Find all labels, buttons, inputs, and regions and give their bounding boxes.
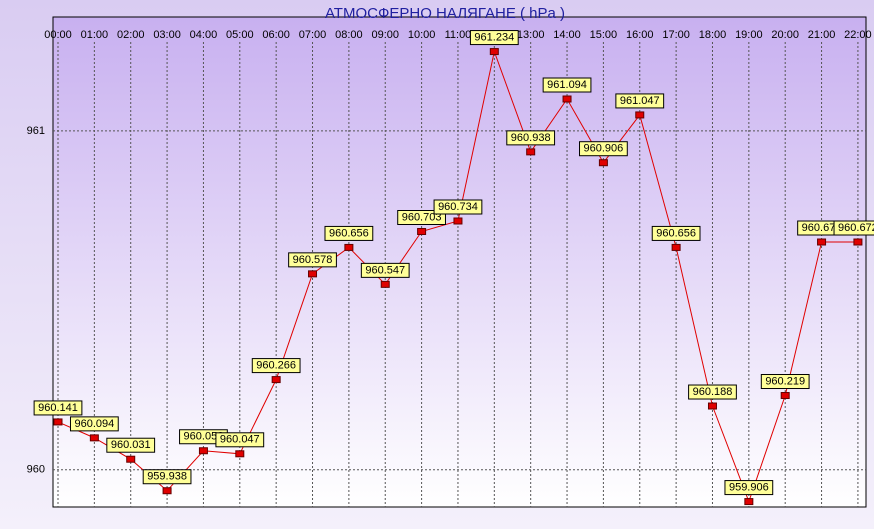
marker [53, 418, 63, 426]
marker [344, 243, 354, 251]
data-label: 960.734 [438, 201, 478, 213]
x-tick-label: 02:00 [117, 29, 145, 41]
data-label: 960.578 [293, 254, 333, 266]
x-tick-label: 22:00 [844, 29, 872, 41]
marker [707, 402, 717, 410]
x-tick-label: 08:00 [335, 29, 363, 41]
data-label: 960.656 [656, 227, 696, 239]
data-label: 960.672 [802, 222, 842, 234]
x-tick-label: 16:00 [626, 29, 654, 41]
data-label-box [688, 384, 737, 400]
marker [162, 487, 172, 495]
data-label-box [724, 480, 774, 496]
data-label: 959.938 [147, 471, 187, 483]
data-label: 960.056 [184, 431, 224, 443]
marker [89, 434, 99, 442]
marker [198, 447, 208, 455]
data-label-box [288, 252, 337, 268]
x-tick-label: 20:00 [771, 29, 799, 41]
data-label-box [615, 93, 665, 109]
x-tick-label: 00:00 [44, 29, 72, 41]
marker [853, 238, 863, 246]
x-tick-label: 21:00 [808, 29, 836, 41]
data-label: 960.266 [256, 359, 296, 371]
x-tick-label: 14:00 [553, 29, 581, 41]
data-label: 960.094 [74, 418, 114, 430]
marker [126, 455, 136, 463]
marker [744, 498, 754, 506]
x-tick-label: 01:00 [81, 29, 109, 41]
data-label-box [251, 358, 301, 374]
x-tick-label: 03:00 [153, 29, 181, 41]
marker [671, 243, 681, 251]
data-label-box [69, 416, 119, 432]
data-label-box [215, 432, 265, 448]
x-tick-label: 10:00 [408, 29, 436, 41]
data-label: 959.906 [729, 481, 769, 493]
x-tick-label: 17:00 [662, 29, 690, 41]
x-tick-label: 04:00 [190, 29, 218, 41]
x-tick-label: 09:00 [371, 29, 399, 41]
marker [635, 111, 645, 119]
data-label-box [833, 220, 874, 236]
data-label: 960.547 [365, 264, 405, 276]
data-label: 960.672 [838, 222, 874, 234]
marker [598, 159, 608, 167]
data-label-box [760, 374, 810, 390]
y-tick-label: 961 [27, 125, 45, 137]
data-label: 960.188 [693, 386, 733, 398]
data-label-box [433, 199, 483, 215]
data-label-box [397, 210, 446, 226]
marker [562, 95, 572, 103]
marker [526, 148, 536, 156]
x-tick-label: 07:00 [299, 29, 327, 41]
data-label-box [579, 141, 628, 157]
data-label: 961.094 [547, 79, 587, 91]
data-label: 960.031 [111, 439, 151, 451]
marker [489, 48, 499, 56]
data-label-box [33, 400, 83, 416]
data-label: 961.234 [474, 31, 514, 43]
data-label-box [142, 469, 192, 485]
data-label-box [542, 77, 592, 93]
y-tick-label: 960 [27, 464, 45, 476]
data-label: 960.703 [402, 211, 442, 223]
marker [817, 238, 827, 246]
marker [453, 217, 463, 225]
marker [780, 392, 790, 400]
data-label-box [469, 30, 519, 46]
x-tick-label: 15:00 [590, 29, 618, 41]
x-tick-label: 06:00 [262, 29, 290, 41]
chart-title: АТМОСФЕРНО НАЛЯГАНЕ ( hPa ) [325, 5, 565, 22]
data-label: 960.141 [38, 402, 78, 414]
data-label-box [651, 225, 701, 241]
x-tick-label: 13:00 [517, 29, 545, 41]
x-tick-label: 18:00 [699, 29, 727, 41]
x-tick-label: 19:00 [735, 29, 763, 41]
data-label-box [506, 130, 556, 146]
data-label: 960.047 [220, 434, 260, 446]
marker [380, 280, 390, 288]
marker [235, 450, 245, 458]
data-label: 960.656 [329, 227, 369, 239]
data-label-box [324, 225, 374, 241]
data-label: 960.906 [584, 143, 624, 155]
data-label: 961.047 [620, 95, 660, 107]
x-tick-label: 11:00 [445, 29, 472, 41]
marker [271, 376, 281, 384]
marker [308, 270, 318, 278]
data-label-box [360, 262, 410, 278]
x-tick-label: 05:00 [226, 29, 254, 41]
marker [417, 228, 427, 236]
data-label: 960.938 [511, 132, 551, 144]
data-label-box [106, 437, 156, 453]
plot-area [52, 16, 867, 508]
data-label: 960.219 [765, 375, 805, 387]
